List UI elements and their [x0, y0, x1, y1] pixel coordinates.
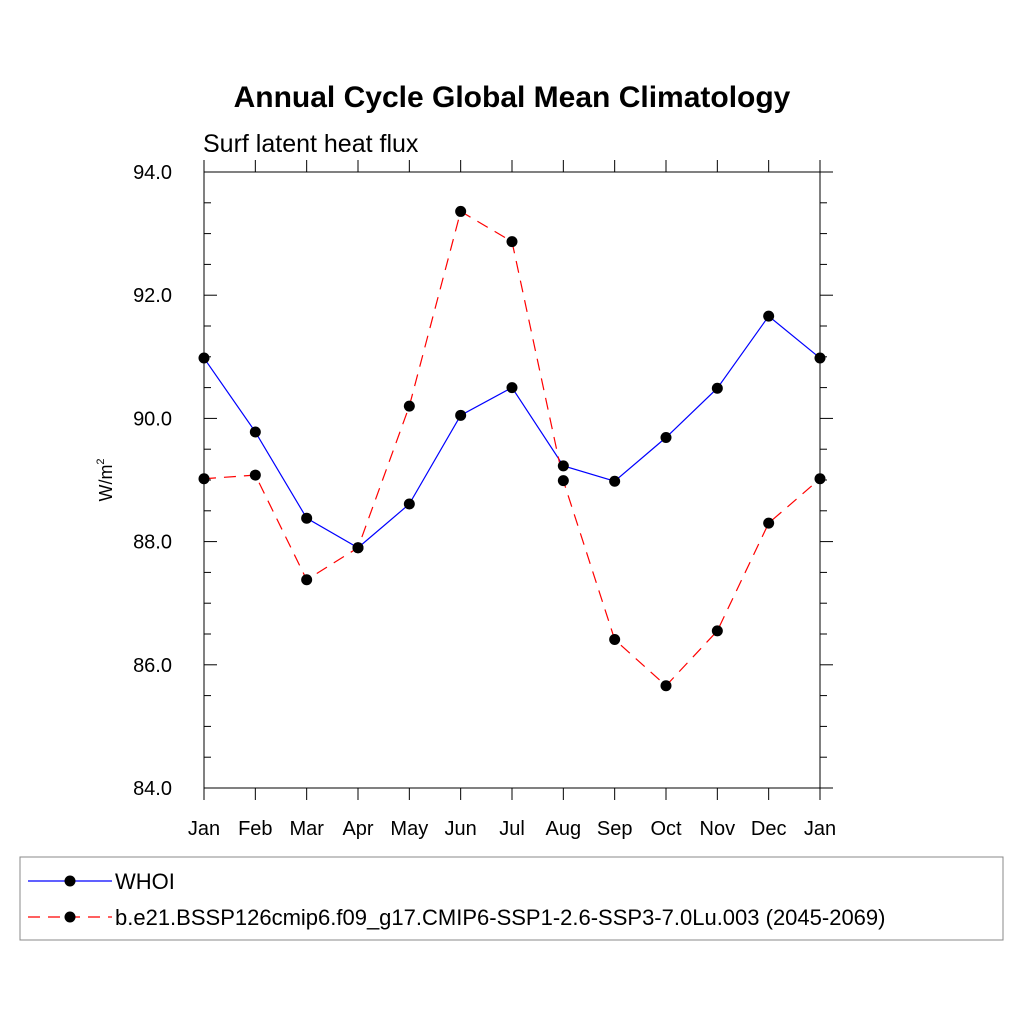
x-tick-label: Apr: [342, 818, 373, 840]
series-points: [198, 205, 826, 692]
data-point-series-1: [660, 680, 672, 692]
legend-marker-model: [64, 911, 76, 923]
data-point-series-0: [609, 475, 621, 487]
data-point-series-0: [557, 460, 569, 472]
data-point-series-0: [814, 352, 826, 364]
x-tick-label: Aug: [546, 818, 582, 840]
data-point-series-1: [301, 574, 313, 586]
data-point-series-1: [249, 469, 261, 481]
x-tick-label: Jan: [804, 818, 836, 840]
x-tick-label: Sep: [597, 818, 633, 840]
data-point-series-1: [711, 625, 723, 637]
series-line-1: [203, 210, 821, 687]
legend-label-model: b.e21.BSSP126cmip6.f09_g17.CMIP6-SSP1-2.…: [115, 905, 885, 930]
data-point-series-0: [455, 409, 467, 421]
plot-frame: [203, 171, 821, 789]
data-point-series-1: [198, 473, 210, 485]
y-tick-label: 86.0: [133, 655, 172, 677]
data-point-series-1: [609, 634, 621, 646]
data-point-series-1: [814, 473, 826, 485]
data-point-series-1: [455, 205, 467, 217]
legend-marker-whoi: [64, 875, 76, 887]
series-lines: [203, 210, 821, 687]
legend: WHOI b.e21.BSSP126cmip6.f09_g17.CMIP6-SS…: [19, 856, 1004, 941]
data-point-series-1: [557, 475, 569, 487]
y-tick-label: 92.0: [133, 285, 172, 307]
y-axis-label-superscript: 2: [95, 458, 107, 464]
data-point-series-1: [352, 542, 364, 554]
data-point-series-0: [249, 426, 261, 438]
data-point-series-0: [711, 382, 723, 394]
chart-title: Annual Cycle Global Mean Climatology: [234, 81, 791, 114]
y-tick-label: 84.0: [133, 778, 172, 800]
x-tick-label: May: [390, 818, 428, 840]
x-tick-label: Feb: [238, 818, 272, 840]
y-axis-label: W/m2: [95, 458, 116, 501]
x-tick-label: Jan: [188, 818, 220, 840]
x-tick-label: Jun: [445, 818, 477, 840]
data-point-series-1: [506, 236, 518, 248]
y-tick-label: 94.0: [133, 162, 172, 184]
x-tick-label: Oct: [650, 818, 682, 840]
chart-subtitle: Surf latent heat flux: [203, 130, 419, 158]
x-tick-label: Jul: [499, 818, 525, 840]
data-point-series-0: [506, 382, 518, 394]
legend-label-whoi: WHOI: [115, 869, 175, 894]
y-tick-label: 90.0: [133, 408, 172, 430]
y-axis-label-main: W/m: [96, 465, 116, 502]
y-tick-label: 88.0: [133, 532, 172, 554]
data-point-series-1: [403, 400, 415, 412]
data-point-series-1: [763, 517, 775, 529]
data-point-series-0: [198, 352, 210, 364]
x-tick-label: Dec: [751, 818, 787, 840]
x-tick-label: Mar: [289, 818, 324, 840]
x-tick-label: Nov: [700, 818, 736, 840]
data-point-series-0: [301, 512, 313, 524]
plot-axes: 84.0 86.0 88.0 90.0 92.0 94.0 Jan Feb Mar Apr May J…: [133, 160, 836, 840]
data-point-series-0: [403, 498, 415, 510]
data-point-series-0: [660, 431, 672, 443]
legend-box: [19, 856, 1004, 941]
series-line-0: [203, 315, 821, 549]
data-point-series-0: [763, 310, 775, 322]
